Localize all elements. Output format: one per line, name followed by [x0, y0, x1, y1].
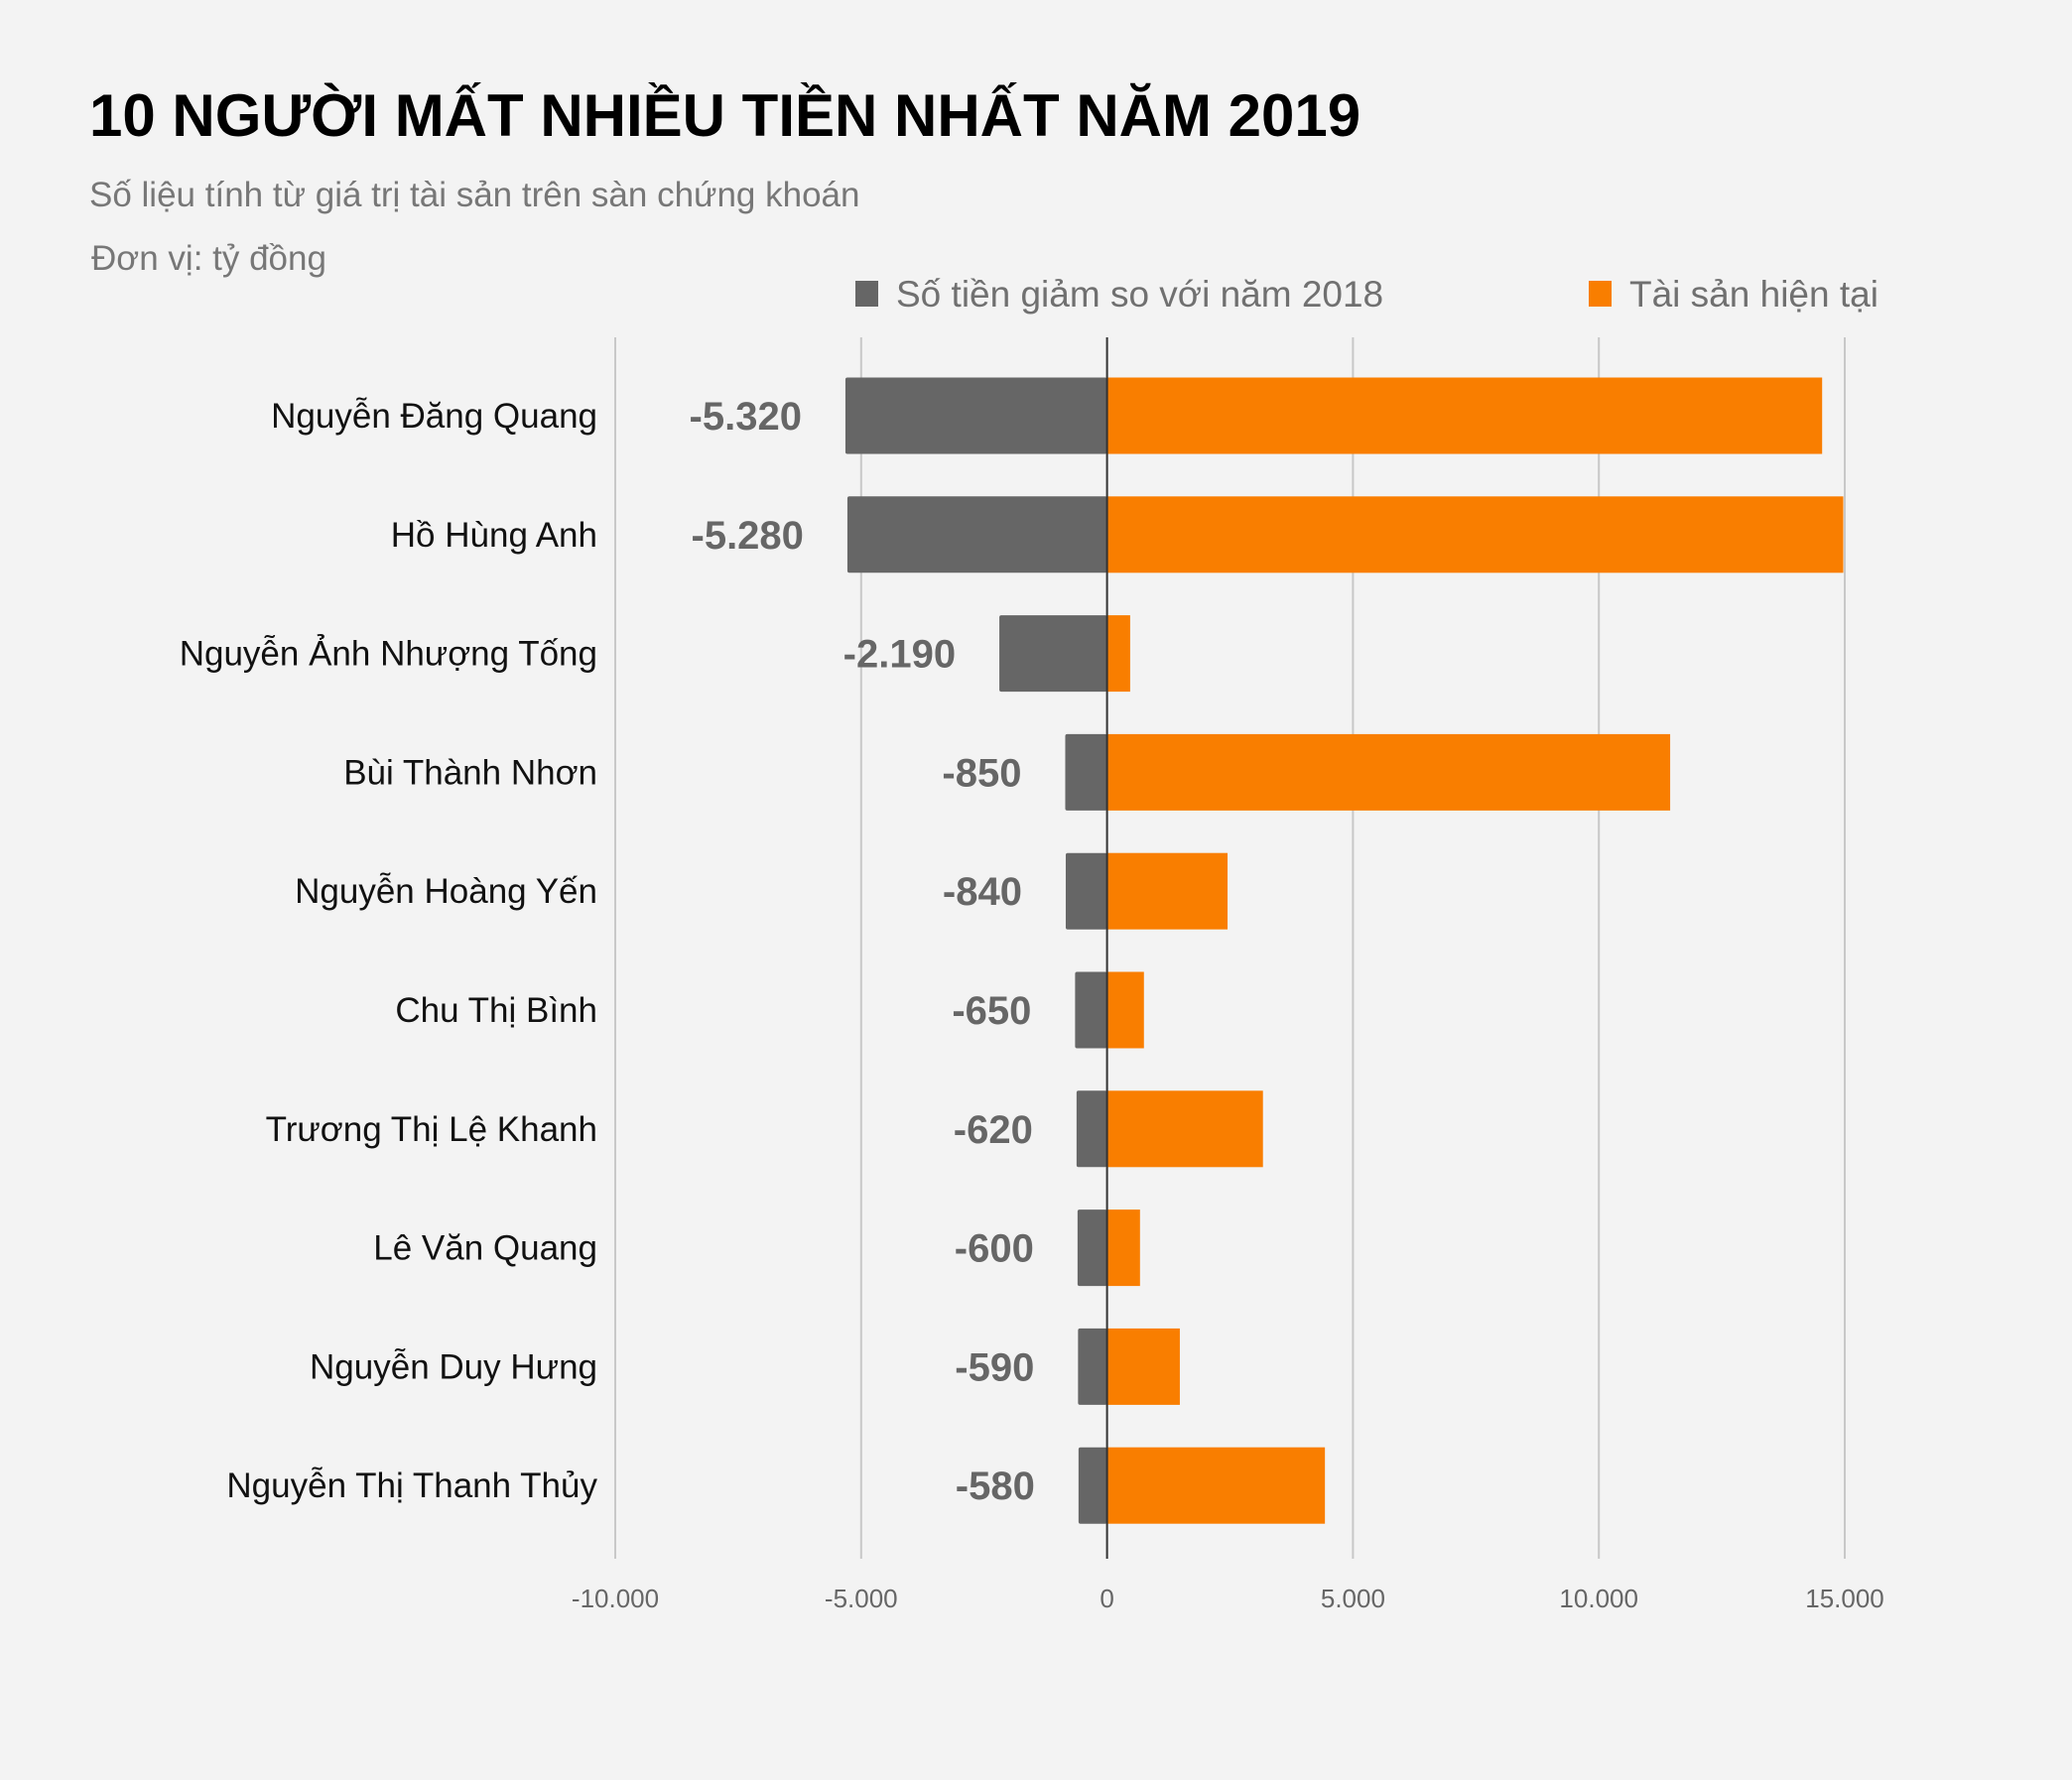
bar-assets: [1106, 377, 1823, 454]
data-label: -2.190: [843, 633, 956, 677]
legend-swatch-decrease: [855, 281, 878, 307]
bar-decrease: [844, 377, 1107, 454]
bar-assets: [1106, 971, 1144, 1049]
category-label: Bùi Thành Nhơn: [343, 753, 597, 792]
x-tick-label: 5.000: [1321, 1584, 1385, 1613]
category-label: Hồ Hùng Anh: [391, 516, 597, 555]
category-label: Nguyễn Đăng Quang: [271, 397, 597, 436]
bar-decrease: [1065, 733, 1107, 811]
bar-assets: [1106, 852, 1229, 930]
bar-assets: [1106, 733, 1671, 811]
bar-assets: [1106, 1447, 1326, 1524]
bar-assets: [1106, 1328, 1180, 1405]
bar-assets: [1106, 1090, 1263, 1168]
data-label: -650: [952, 989, 1031, 1033]
bar-decrease: [1078, 1447, 1107, 1524]
category-label: Lê Văn Quang: [373, 1229, 597, 1268]
bar-assets: [1106, 1209, 1140, 1287]
bars: [844, 337, 1844, 1559]
data-label: -600: [955, 1227, 1034, 1271]
legend-label-assets: Tài sản hiện tại: [1629, 274, 1878, 315]
category-label: Nguyễn Duy Hưng: [310, 1347, 597, 1386]
bar-decrease: [1076, 1090, 1107, 1168]
bar-assets: [1106, 496, 1844, 573]
bar-decrease: [846, 496, 1107, 573]
unit-label: Đơn vị: tỷ đồng: [91, 239, 326, 278]
category-label: Chu Thị Bình: [395, 991, 597, 1030]
category-label: Nguyễn Thị Thanh Thủy: [226, 1466, 597, 1505]
data-label: -5.320: [690, 395, 802, 439]
labels: -10.000 -5.000 0 5.000 10.000 15.000 Nguyễn Đă…: [180, 395, 1884, 1613]
data-label: -840: [943, 870, 1022, 914]
category-label: Nguyễn Ảnh Nhượng Tống: [180, 634, 597, 674]
chart-subtitle: Số liệu tính từ giá trị tài sản trên sàn…: [89, 176, 859, 214]
legend: Số tiền giảm so với năm 2018 Tài sản hiệ…: [855, 274, 1878, 315]
category-label: Trương Thị Lệ Khanh: [266, 1110, 597, 1149]
chart-title: 10 NGƯỜI MẤT NHIỀU TIỀN NHẤT NĂM 2019: [89, 82, 1360, 149]
data-label: -580: [956, 1464, 1035, 1508]
legend-swatch-assets: [1589, 281, 1612, 307]
legend-label-decrease: Số tiền giảm so với năm 2018: [896, 274, 1383, 315]
data-label: -850: [942, 751, 1021, 795]
x-tick-label: 15.000: [1805, 1584, 1884, 1613]
bar-decrease: [1078, 1328, 1107, 1405]
bar-assets: [1106, 615, 1130, 693]
data-label: -590: [955, 1345, 1034, 1389]
data-label: -620: [954, 1108, 1033, 1152]
data-label: -5.280: [692, 514, 804, 558]
bar-decrease: [999, 615, 1107, 693]
bar-decrease: [1075, 971, 1107, 1049]
x-tick-label: 0: [1100, 1584, 1113, 1613]
x-tick-label: -5.000: [825, 1584, 898, 1613]
bar-decrease: [1077, 1209, 1107, 1287]
x-tick-label: -10.000: [572, 1584, 659, 1613]
x-tick-label: 10.000: [1559, 1584, 1638, 1613]
bar-decrease: [1065, 852, 1107, 930]
category-label: Nguyễn Hoàng Yến: [295, 872, 597, 911]
